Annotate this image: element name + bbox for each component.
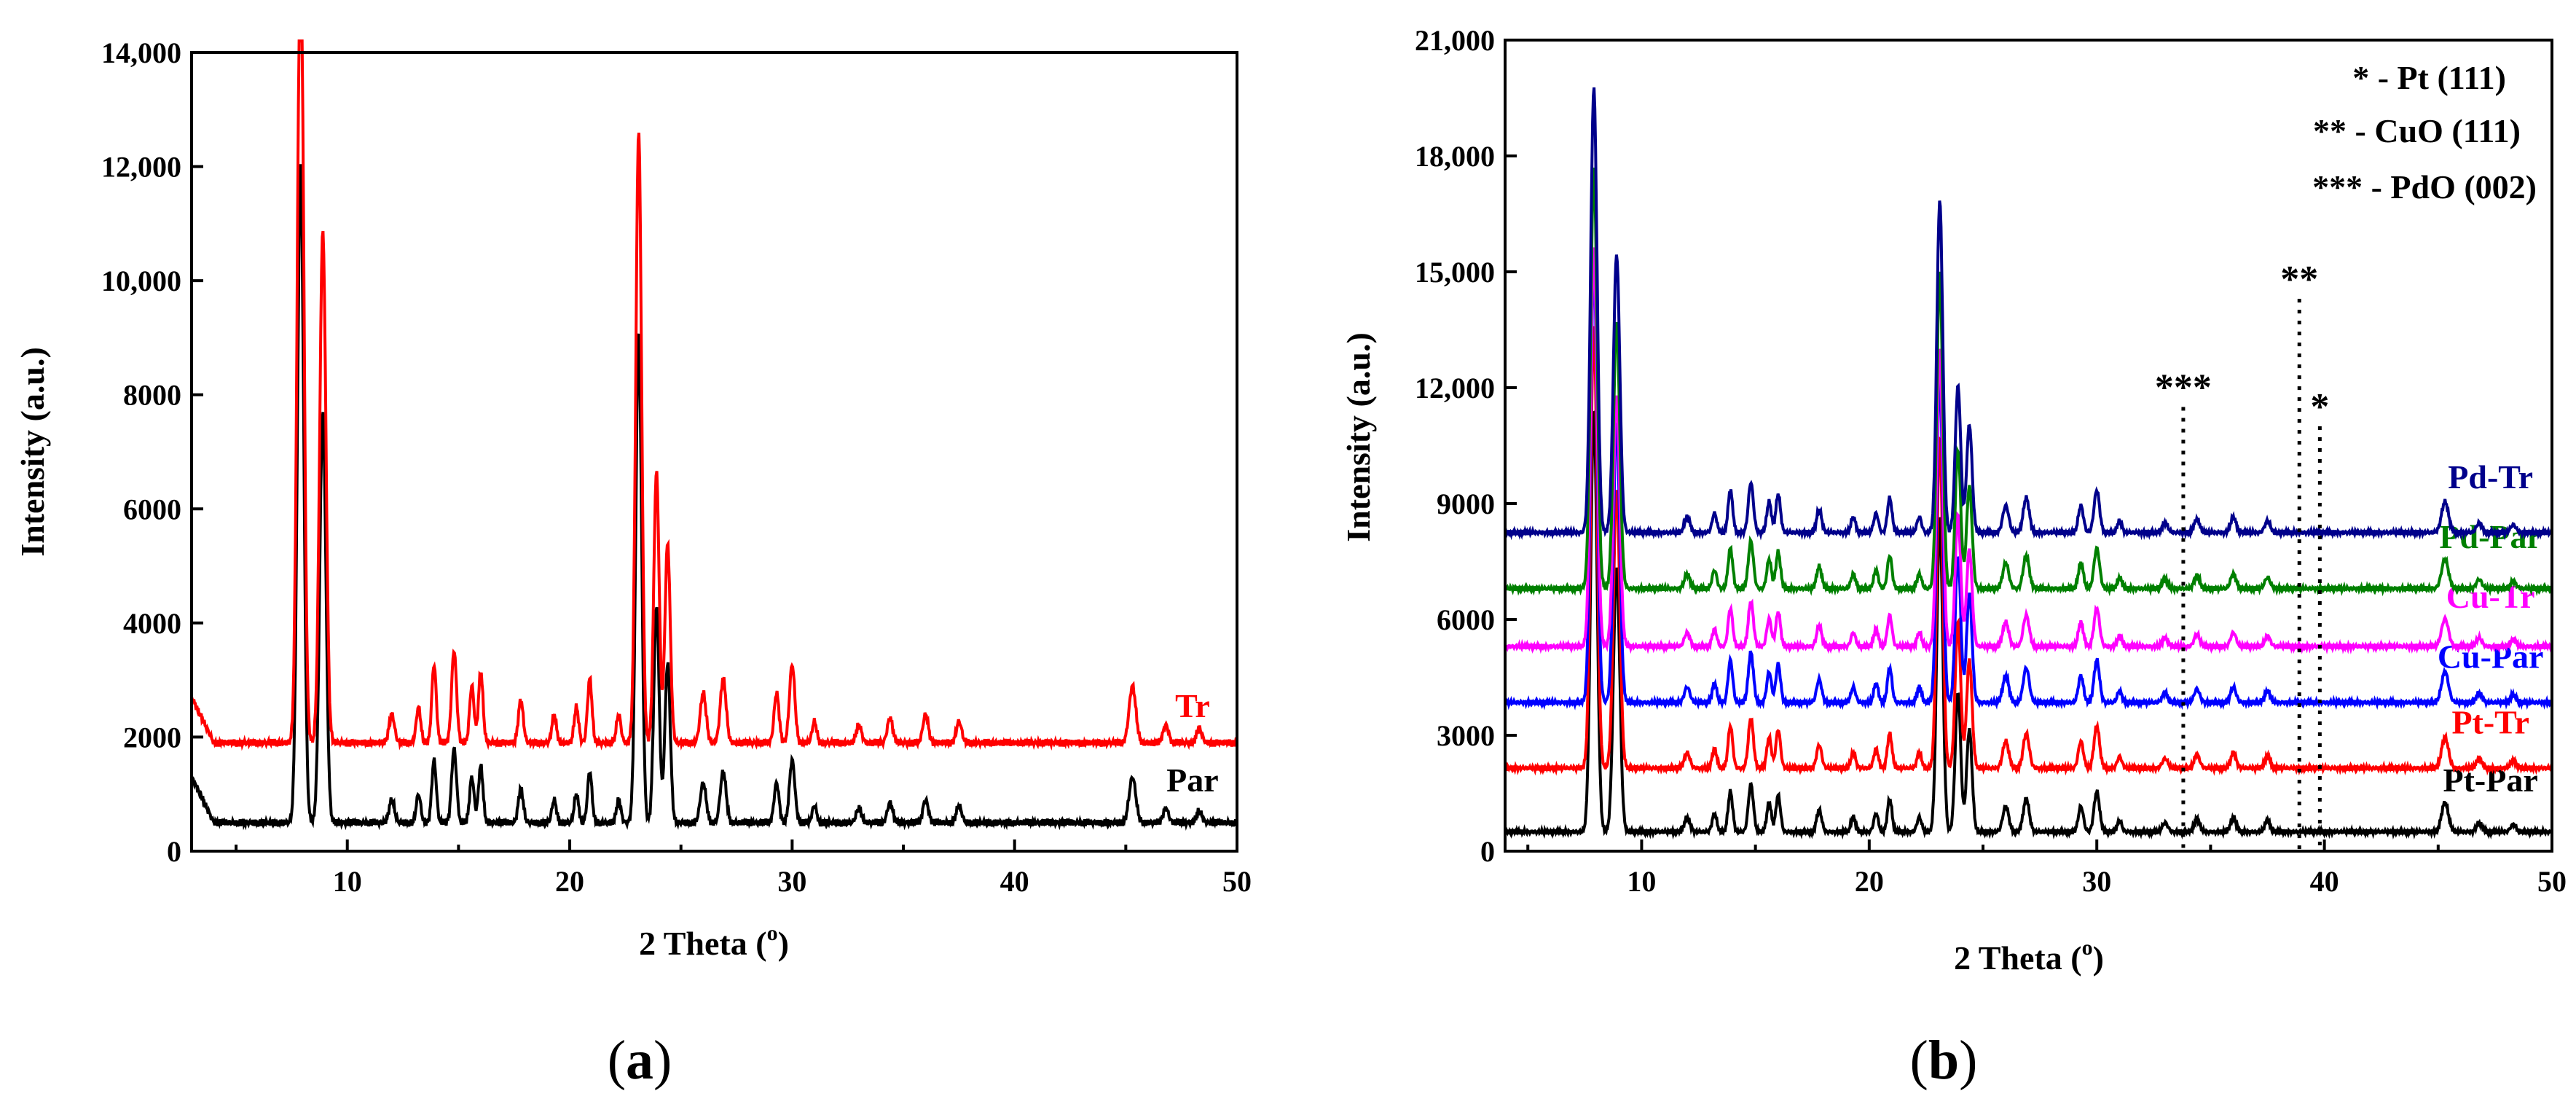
series-line-cu-par xyxy=(1504,255,2553,711)
series-label-pd-tr: Pd-Tr xyxy=(2448,458,2533,496)
x-tick-label: 10 xyxy=(333,865,362,898)
panel-a-ticks: 10 20 30 40 50 0 2000 4000 6000 8000 10,000 12,000 1… xyxy=(101,36,1252,898)
series-line-pt-par xyxy=(1504,410,2553,840)
series-line-cu-tr xyxy=(1504,247,2553,655)
panel-b-caption: (b) xyxy=(1910,1030,1978,1091)
panel-a-y-axis-title: Intensity (a.u.) xyxy=(14,347,51,557)
x-tick-label: 20 xyxy=(1855,865,1884,898)
y-tick-label: 6000 xyxy=(1437,603,1495,636)
x-tick-label: 50 xyxy=(1222,865,1252,898)
y-tick-label: 3000 xyxy=(1437,719,1495,752)
y-tick-label: 12,000 xyxy=(1415,372,1495,404)
y-tick-label: 10,000 xyxy=(101,265,181,297)
y-tick-label: 15,000 xyxy=(1415,256,1495,289)
series-line-tr xyxy=(190,39,1238,751)
panel-a-caption: (a) xyxy=(608,1030,672,1091)
y-tick-label: 0 xyxy=(167,835,181,868)
series-line-par xyxy=(191,164,1238,831)
series-label-par: Par xyxy=(1166,762,1219,799)
panel-a-x-axis-title: 2 Theta (o) xyxy=(639,921,789,962)
y-tick-label: 9000 xyxy=(1437,488,1495,520)
x-tick-label: 40 xyxy=(2310,865,2339,898)
legend-pdo: *** - PdO (002) xyxy=(2312,168,2537,206)
x-tick-label: 10 xyxy=(1627,865,1656,898)
y-tick-label: 21,000 xyxy=(1415,24,1495,57)
legend-pt: * - Pt (111) xyxy=(2352,59,2506,96)
y-tick-label: 12,000 xyxy=(101,151,181,184)
panel-b-legend: * - Pt (111) ** - CuO (111) *** - PdO (0… xyxy=(2312,59,2537,206)
series-label-tr: Tr xyxy=(1175,687,1210,724)
y-tick-label: 18,000 xyxy=(1415,140,1495,173)
panel-b-peak-markers: ****** xyxy=(2155,259,2329,851)
x-tick-label: 50 xyxy=(2537,865,2567,898)
y-tick-label: 2000 xyxy=(123,721,181,754)
panel-b-y-axis-title: Intensity (a.u.) xyxy=(1340,332,1377,542)
panel-a-series-group: Par Tr xyxy=(190,39,1238,831)
peak-marker-symbol: * xyxy=(2310,386,2329,428)
panel-b-ticks: 10 20 30 40 50 0 3000 6000 9000 12,000 15,000 18,00… xyxy=(1415,24,2567,898)
series-line-pd-par xyxy=(1504,167,2553,597)
series-label-pt-tr: Pt-Tr xyxy=(2451,703,2529,740)
panel-b-plot-frame xyxy=(1504,39,2553,853)
x-tick-label: 40 xyxy=(1000,865,1029,898)
y-tick-label: 8000 xyxy=(123,379,181,412)
series-line-pd-tr xyxy=(1504,87,2553,541)
peak-marker-symbol: *** xyxy=(2155,367,2212,409)
y-tick-label: 14,000 xyxy=(101,36,181,69)
x-tick-label: 30 xyxy=(2082,865,2111,898)
series-line-pt-tr xyxy=(1504,326,2553,776)
panel-b-x-axis-title: 2 Theta (o) xyxy=(1954,936,2104,976)
x-tick-label: 20 xyxy=(555,865,584,898)
y-tick-label: 0 xyxy=(1480,835,1495,868)
x-tick-label: 30 xyxy=(777,865,806,898)
panel-a-plot-frame xyxy=(190,51,1238,853)
legend-cuo: ** - CuO (111) xyxy=(2313,112,2521,149)
series-label-pd-par: Pd-Par xyxy=(2439,518,2542,555)
peak-marker-symbol: ** xyxy=(2280,259,2318,300)
y-tick-label: 4000 xyxy=(123,607,181,640)
y-tick-label: 6000 xyxy=(123,493,181,525)
